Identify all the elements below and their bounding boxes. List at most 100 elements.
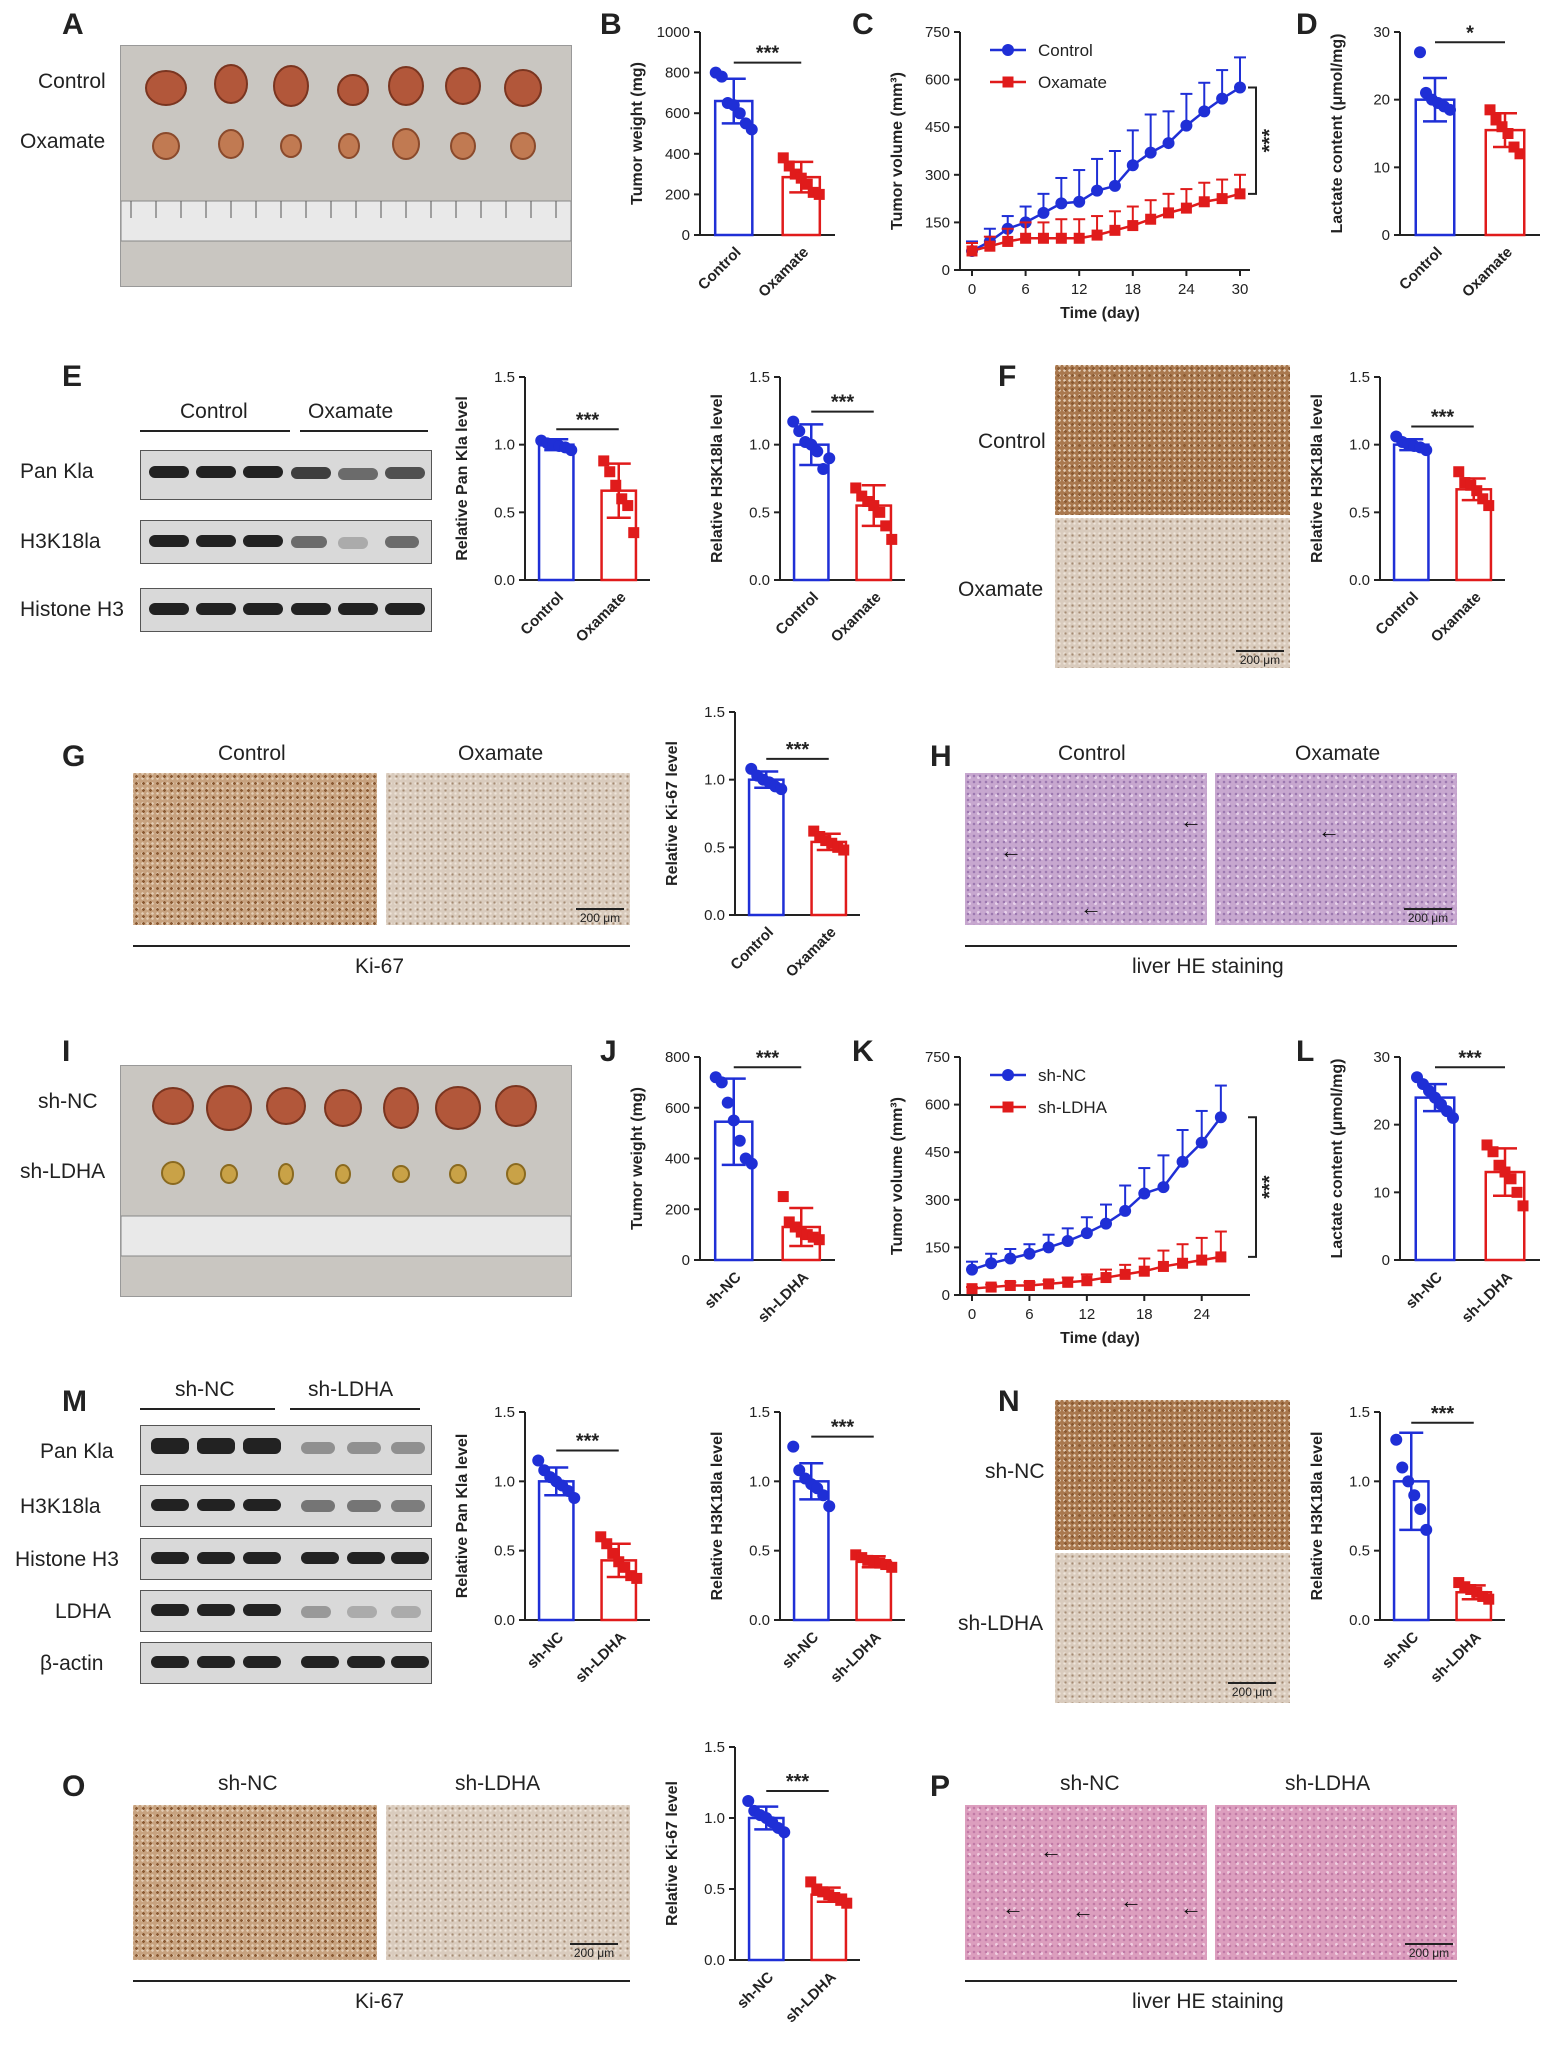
- data-point: [1514, 148, 1526, 160]
- significance-label: ***: [786, 739, 810, 761]
- data-point: [1138, 1265, 1150, 1277]
- y-tick-label: 600: [665, 1100, 690, 1117]
- y-tick-label: 0.0: [749, 572, 770, 589]
- data-point: [1004, 1279, 1016, 1291]
- y-tick-label: 1.5: [494, 369, 515, 386]
- x-tick-label: Oxamate: [783, 924, 840, 981]
- data-point: [1108, 179, 1121, 192]
- data-point: [715, 1076, 728, 1089]
- arrow-icon: ←: [1120, 1888, 1142, 1913]
- ihc-col-label-oxamate: Oxamate: [458, 742, 544, 765]
- significance-label: ***: [756, 43, 780, 65]
- he-col-label-oxamate: Oxamate: [1295, 742, 1381, 765]
- y-tick-label: 800: [665, 1049, 690, 1066]
- panel-label-o: O: [62, 1770, 86, 1803]
- x-tick-label: 6: [1025, 1306, 1033, 1323]
- x-tick-label: 6: [1021, 281, 1029, 298]
- data-point: [1061, 1235, 1074, 1248]
- y-tick-label: 20: [1373, 1117, 1390, 1134]
- significance-label: ***: [756, 1047, 780, 1069]
- data-point: [1100, 1217, 1112, 1230]
- y-tick-label: 600: [925, 1097, 950, 1114]
- ki67-image-sh-nc: [133, 1805, 377, 1960]
- data-point: [598, 455, 610, 467]
- ihc-row-label-sh-ldha: sh-LDHA: [958, 1612, 1044, 1635]
- significance-label: ***: [1259, 1175, 1281, 1199]
- data-point: [1496, 121, 1508, 133]
- data-point: [1508, 141, 1520, 153]
- y-tick-label: 30: [1373, 24, 1390, 41]
- y-tick-label: 400: [665, 146, 690, 163]
- data-point: [1234, 81, 1246, 94]
- data-point: [1477, 1590, 1489, 1602]
- data-point: [1119, 1204, 1132, 1217]
- data-point: [1157, 1181, 1170, 1194]
- x-tick-label: 12: [1071, 281, 1088, 298]
- data-point: [1080, 1227, 1093, 1240]
- data-point: [1043, 1278, 1055, 1290]
- y-tick-label: 200: [665, 186, 690, 203]
- scale-bar: 200 μm: [1228, 1682, 1276, 1699]
- data-point: [1505, 1173, 1517, 1185]
- he-col-label-sh-ldha: sh-LDHA: [1285, 1772, 1371, 1795]
- y-tick-label: 0: [682, 227, 690, 244]
- data-point: [1180, 119, 1193, 132]
- arrow-icon: ←: [1318, 818, 1340, 843]
- blot-row-label: LDHA: [55, 1600, 112, 1623]
- legend-label: Control: [1038, 41, 1093, 60]
- data-point: [813, 188, 825, 200]
- data-point: [1517, 1200, 1529, 1212]
- data-point: [850, 1549, 862, 1561]
- x-tick-label: sh-LDHA: [827, 1629, 885, 1687]
- data-point: [807, 186, 819, 198]
- data-point: [1100, 1272, 1112, 1284]
- data-point: [1502, 128, 1514, 139]
- data-point: [1396, 1461, 1409, 1474]
- data-point: [789, 1221, 801, 1233]
- y-tick-label: 750: [925, 24, 950, 41]
- data-point: [807, 1231, 819, 1243]
- data-point: [1487, 1146, 1499, 1158]
- y-axis-label: Relative H3K18la level: [709, 1432, 726, 1601]
- data-point: [783, 1216, 795, 1228]
- y-tick-label: 30: [1373, 1049, 1390, 1066]
- chart-f: 0.0 0.5 1.0 1.5 Relative H3K18la level Contro…: [1309, 369, 1505, 646]
- data-point: [1023, 1247, 1036, 1260]
- blot-group-line-1: [140, 430, 290, 432]
- ihc-image-control: [1055, 365, 1290, 515]
- panel-label-h: H: [930, 740, 952, 773]
- data-point: [1499, 1166, 1511, 1178]
- data-point: [813, 1234, 825, 1246]
- data-point: [841, 1897, 853, 1909]
- bar: [537, 443, 575, 582]
- significance-label: *: [1466, 22, 1474, 44]
- data-point: [1198, 105, 1211, 118]
- blot-strip: [140, 1425, 432, 1475]
- chart-d: 0 10 20 30 Lactate content (μmol/mg) Control O…: [1329, 22, 1540, 301]
- chart-l: 0 10 20 30 Lactate content (μmol/mg) sh-NC sh-…: [1329, 1047, 1540, 1326]
- caption-liver-he: liver HE staining: [1132, 955, 1284, 978]
- data-point: [619, 1561, 631, 1573]
- y-tick-label: 0: [1382, 1252, 1390, 1269]
- y-tick-label: 1.0: [704, 772, 725, 789]
- caption-line: [133, 1980, 630, 1982]
- arrow-icon: ←: [1002, 1895, 1024, 1920]
- data-point: [1471, 485, 1483, 497]
- data-point: [1042, 1241, 1055, 1254]
- data-point: [1459, 477, 1471, 489]
- chart-n: 0.0 0.5 1.0 1.5 Relative H3K18la level sh-NC s…: [1309, 1403, 1505, 1686]
- data-point: [1037, 206, 1050, 219]
- x-tick-label: sh-NC: [701, 1269, 744, 1312]
- arrow-icon: ←: [1072, 1898, 1094, 1923]
- significance-label: ***: [1431, 1403, 1455, 1425]
- bar: [855, 1560, 893, 1622]
- y-axis-label: Relative Ki-67 level: [664, 741, 681, 886]
- y-tick-label: 1000: [657, 24, 690, 41]
- data-point: [1180, 202, 1192, 214]
- data-point: [1119, 1268, 1131, 1280]
- y-tick-label: 1.0: [1349, 437, 1370, 454]
- data-point: [966, 1263, 978, 1276]
- y-axis-label: Tumor weight (mg): [629, 1087, 646, 1230]
- x-tick-label: sh-NC: [524, 1629, 567, 1672]
- data-point: [874, 1557, 886, 1569]
